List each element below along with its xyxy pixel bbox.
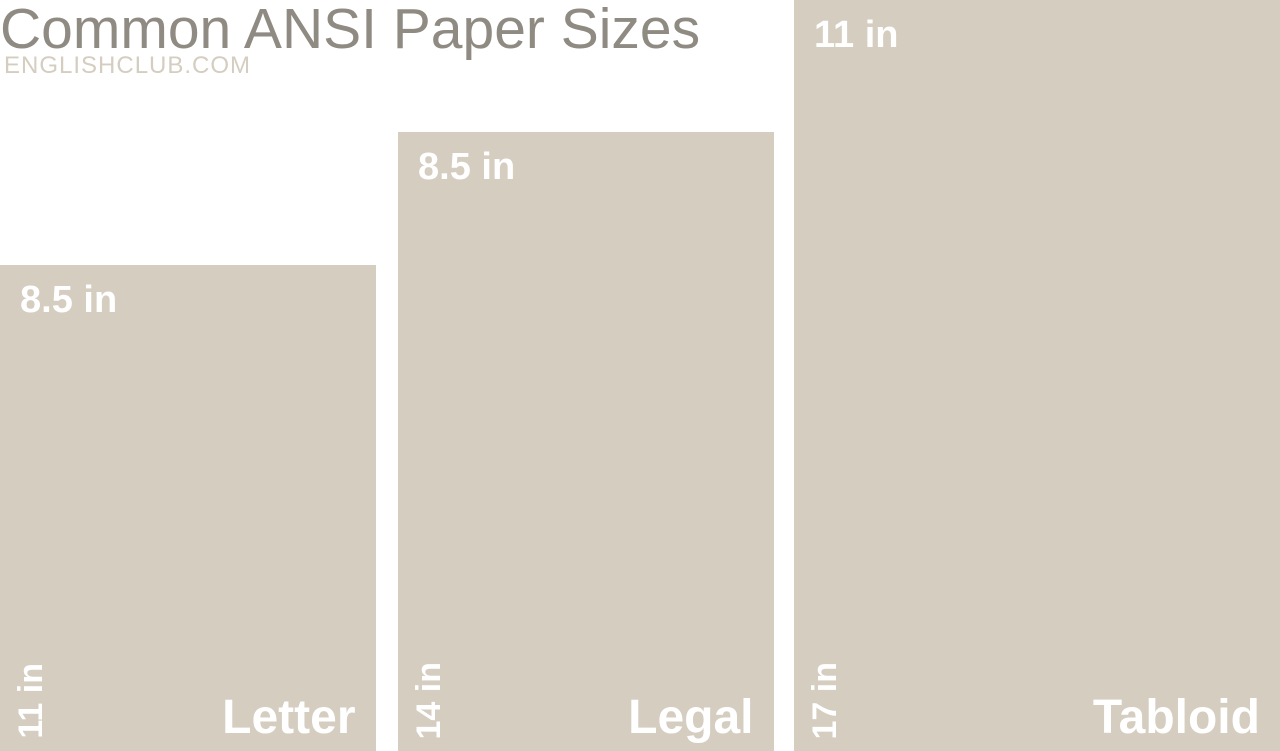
paper-tabloid: 11 in 17 in Tabloid	[794, 0, 1280, 751]
name-label: Legal	[628, 690, 753, 745]
height-label: 17 in	[806, 662, 845, 739]
height-label: 11 in	[12, 663, 51, 739]
name-label: Tabloid	[1093, 690, 1260, 745]
page-subtitle: ENGLISHCLUB.COM	[4, 52, 251, 80]
paper-legal: 8.5 in 14 in Legal	[398, 132, 774, 751]
paper-letter: 8.5 in 11 in Letter	[0, 265, 376, 751]
name-label: Letter	[222, 690, 355, 745]
width-label: 8.5 in	[20, 279, 117, 322]
width-label: 11 in	[814, 14, 899, 57]
height-label: 14 in	[410, 662, 449, 739]
width-label: 8.5 in	[418, 146, 515, 189]
